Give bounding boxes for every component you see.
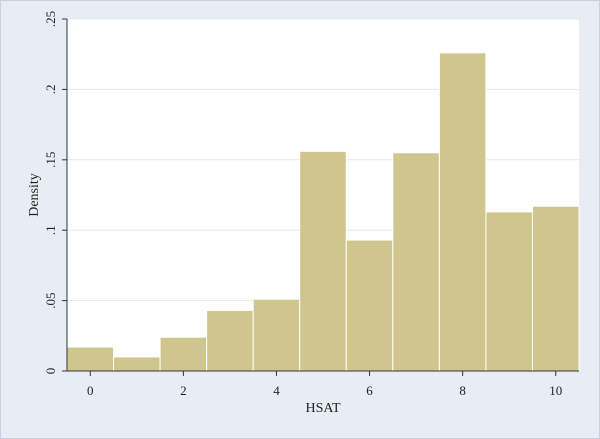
- y-tick-label: .25: [43, 11, 58, 27]
- x-tick-label: 2: [180, 383, 187, 398]
- axes: [66, 19, 579, 372]
- bar: [531, 205, 580, 372]
- bar: [66, 346, 115, 372]
- bar: [252, 298, 301, 372]
- y-axis-title: Density: [27, 173, 42, 217]
- x-axis-title: HSAT: [305, 401, 340, 416]
- bar: [159, 336, 208, 372]
- y-tick-label: 0: [43, 368, 58, 375]
- x-tick-label: 6: [366, 383, 373, 398]
- y-tick-label: .15: [43, 152, 58, 168]
- bar: [206, 309, 254, 372]
- y-tick-label: .2: [43, 85, 58, 95]
- bar: [345, 239, 394, 372]
- ticks: 0 .05 .1 .15 .2 .25 0 2 4 6 8 10: [43, 11, 562, 398]
- y-tick-label: .1: [43, 225, 58, 235]
- bar: [438, 52, 487, 372]
- bar: [392, 152, 440, 372]
- x-tick-label: 4: [273, 383, 280, 398]
- y-tick-label: .05: [43, 292, 58, 308]
- bars: [66, 52, 580, 372]
- x-tick-label: 10: [549, 383, 562, 398]
- x-tick-label: 0: [87, 383, 94, 398]
- bar: [113, 356, 161, 372]
- bar: [299, 150, 347, 372]
- bar: [485, 211, 533, 372]
- x-tick-label: 8: [459, 383, 466, 398]
